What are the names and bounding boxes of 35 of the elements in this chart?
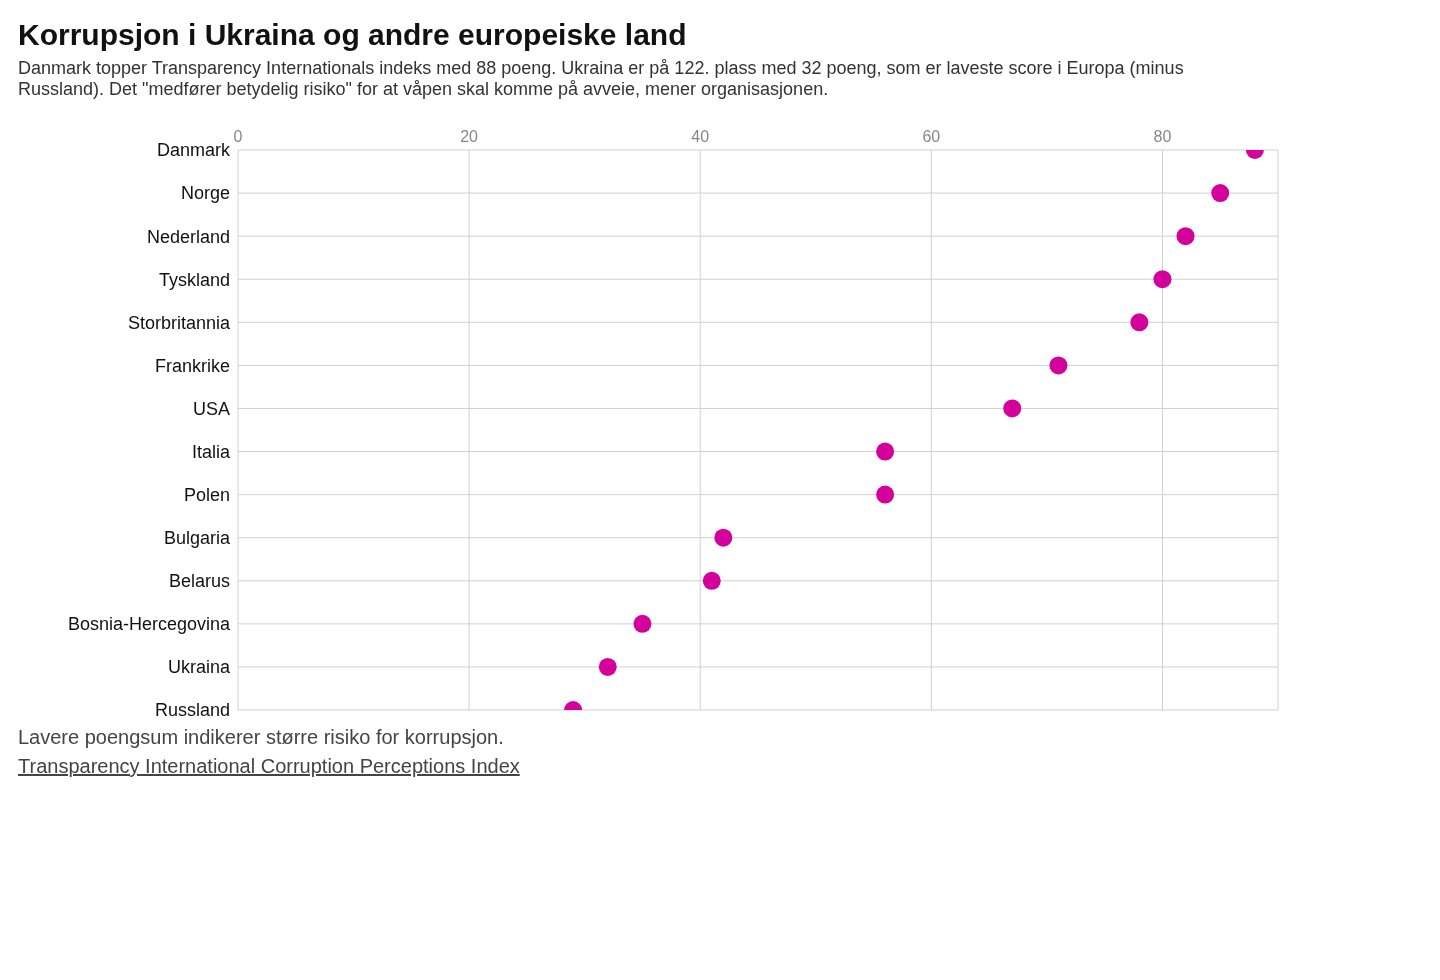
y-tick-label: Polen [183, 485, 230, 506]
y-tick-label: Nederland [146, 226, 230, 247]
y-tick-label: Russland [154, 700, 230, 721]
y-tick-label: Bulgaria [163, 528, 231, 549]
y-tick-label: Bosnia-Hercegovina [67, 614, 231, 635]
x-tick-label: 20 [460, 128, 479, 145]
point [633, 614, 652, 633]
y-tick-label: Ukraina [167, 657, 231, 678]
point [1049, 356, 1068, 375]
chart-title: Korrupsjon i Ukraina og andre europeiske land [18, 18, 688, 52]
point [1211, 184, 1230, 203]
point [876, 485, 895, 504]
point [598, 657, 617, 676]
x-tick-label: 0 [233, 128, 243, 145]
chart-subtitle: Danmark topper Transparency Internationals indeks med 88 poeng. Ukraina er på 122. plass med 32 poeng, som er laveste score i Europa (minus Russland). Det "medfører betydelig risiko" for at våpen skal komme på avveie, mener organisasjonen. [18, 58, 1185, 100]
y-tick-label: Storbritannia [127, 312, 231, 333]
text: Transparency International Corruption Perceptions Index [18, 755, 521, 778]
x-tick-label: 40 [691, 128, 710, 145]
point [1003, 399, 1022, 418]
point [1176, 227, 1195, 246]
y-tick-label: Tyskland [158, 269, 230, 290]
x-tick-label: 80 [1153, 128, 1172, 145]
point [876, 442, 895, 461]
y-tick-label: Frankrike [154, 355, 230, 376]
y-tick-label: Norge [180, 183, 230, 204]
point [714, 528, 733, 547]
y-tick-label: Danmark [156, 140, 231, 161]
y-tick-label: Belarus [168, 571, 230, 592]
point [1153, 270, 1172, 289]
point [1130, 313, 1149, 332]
point [702, 571, 721, 590]
text: Lavere poengsum indikerer større risiko for korrupsjon. [18, 726, 505, 749]
x-tick-label: 60 [922, 128, 941, 145]
y-tick-label: Italia [191, 441, 231, 462]
y-tick-label: USA [192, 398, 230, 419]
